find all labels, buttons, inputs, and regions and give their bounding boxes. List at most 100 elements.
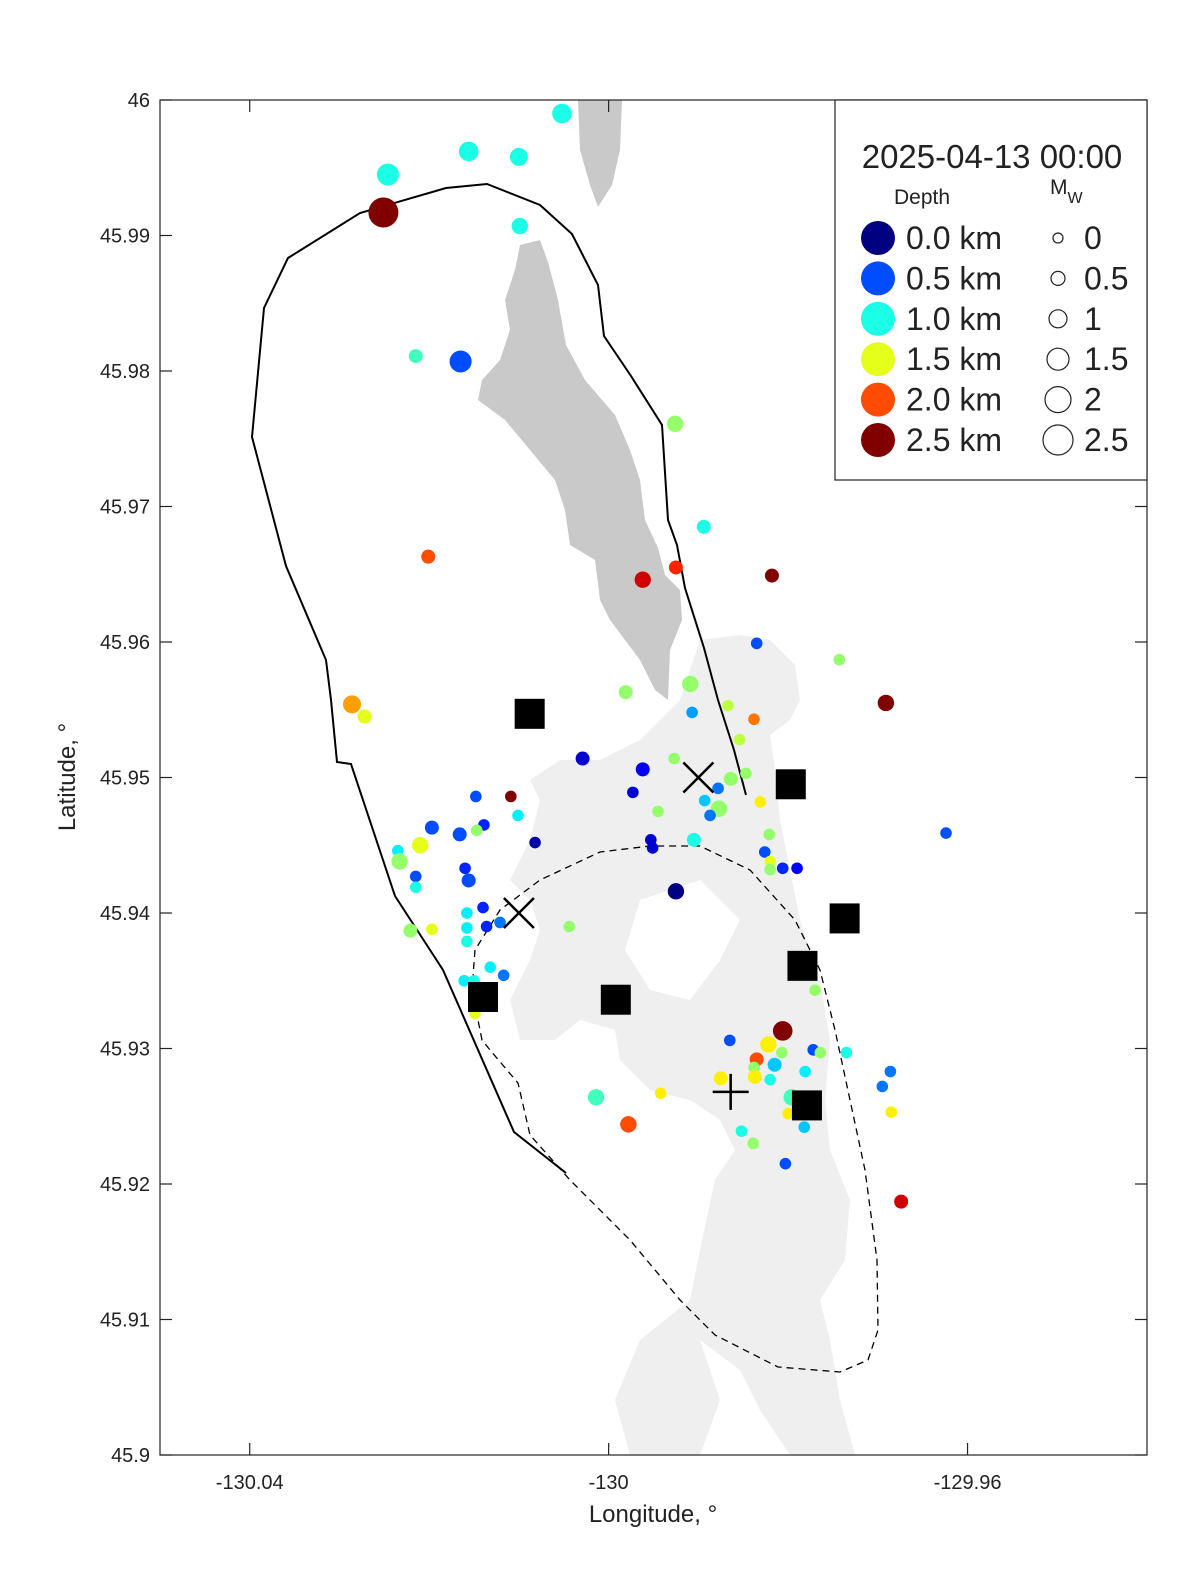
size-legend-title-sub: W — [1068, 190, 1084, 207]
earthquake — [461, 922, 473, 934]
earthquake — [511, 217, 529, 235]
earthquake — [776, 862, 789, 875]
earthquake — [772, 1021, 793, 1041]
earthquake — [799, 1065, 811, 1078]
earthquake — [552, 103, 572, 124]
earthquake — [620, 1116, 637, 1133]
size-legend-swatch — [1046, 347, 1070, 371]
earthquake — [652, 805, 664, 818]
depth-legend-swatch — [861, 423, 895, 457]
earthquake — [764, 863, 776, 876]
earthquake — [723, 1034, 736, 1047]
legend: 2025-04-13 00:00 Depth MW 0.0 km 0.5 km 1.… — [834, 99, 1148, 481]
earthquake — [750, 637, 763, 650]
earthquake — [529, 836, 541, 849]
earthquake — [512, 809, 524, 822]
earthquake — [470, 790, 482, 803]
earthquake — [668, 752, 680, 765]
earthquake — [686, 706, 698, 719]
depth-legend-label: 2.0 km — [906, 382, 1002, 418]
y-tick-label: 45.92 — [100, 1174, 150, 1196]
earthquake — [618, 685, 633, 700]
earthquake — [635, 762, 650, 777]
earthquake — [368, 197, 399, 228]
earthquake — [798, 1121, 811, 1133]
station — [600, 984, 631, 1015]
size-legend-label: 0.5 — [1084, 260, 1128, 296]
earthquake — [424, 820, 439, 835]
y-tick-label: 45.98 — [100, 361, 150, 383]
earthquake — [634, 571, 651, 588]
earthquake — [682, 675, 699, 693]
earthquake — [747, 1069, 762, 1084]
station — [829, 903, 860, 934]
size-legend-label: 1.5 — [1084, 341, 1128, 377]
size-legend-swatch — [1048, 309, 1068, 329]
earthquake — [884, 1065, 897, 1078]
earthquake — [748, 713, 760, 726]
earthquake — [704, 809, 716, 822]
earthquake — [760, 1036, 777, 1053]
earthquake — [391, 853, 408, 870]
depth-legend-title: Depth — [894, 186, 950, 209]
x-tick-label: -130 — [589, 1472, 629, 1494]
depth-legend-label: 0.0 km — [906, 220, 1002, 256]
size-legend-label: 2.5 — [1084, 422, 1128, 458]
size-legend-title-main: M — [1050, 176, 1068, 199]
depth-legend-label: 1.0 km — [906, 301, 1002, 337]
earthquake — [747, 1137, 759, 1150]
earthquake — [505, 790, 517, 803]
earthquake — [509, 147, 528, 166]
earthquake — [723, 771, 738, 786]
earthquake — [733, 733, 746, 746]
earthquake — [494, 916, 506, 929]
earthquake — [412, 837, 429, 854]
size-legend-title: MW — [1050, 176, 1084, 207]
earthquake — [497, 969, 510, 982]
earthquake — [876, 1080, 889, 1093]
y-tick-label: 45.91 — [100, 1310, 150, 1332]
station — [787, 950, 818, 981]
earthquake — [357, 709, 372, 724]
earthquake — [376, 163, 399, 186]
station — [775, 769, 806, 800]
earthquake — [452, 827, 467, 842]
depth-legend-label: 2.5 km — [906, 422, 1002, 458]
size-legend-label: 2 — [1084, 382, 1102, 418]
earthquake — [885, 1106, 898, 1118]
earthquake — [877, 694, 895, 712]
earthquake — [754, 796, 767, 808]
depth-legend-swatch — [861, 342, 895, 377]
earthquake — [763, 828, 776, 841]
earthquake — [409, 881, 422, 894]
lava-flow-outline — [471, 845, 879, 1373]
depth-legend-label: 1.5 km — [906, 341, 1002, 377]
earthquake — [459, 862, 471, 875]
earthquake — [461, 935, 473, 948]
earthquake — [449, 350, 472, 373]
earthquake — [735, 1125, 748, 1137]
earthquake — [477, 901, 489, 914]
earthquake — [814, 1046, 827, 1059]
earthquake — [764, 1073, 776, 1086]
earthquake — [458, 974, 470, 987]
x-tick-label: -129.96 — [934, 1472, 1002, 1494]
ridge-shade — [478, 100, 682, 700]
earthquake — [940, 827, 952, 839]
depth-legend-swatch — [861, 221, 895, 255]
y-tick-label: 45.99 — [100, 226, 150, 248]
size-legend-swatch — [1042, 424, 1074, 456]
earthquake — [668, 560, 683, 575]
earthquake — [343, 695, 362, 714]
earthquake — [403, 923, 418, 938]
station — [468, 982, 499, 1013]
earthquake — [758, 846, 771, 858]
map-layer — [250, 100, 952, 1455]
plus-marker — [712, 1073, 749, 1110]
earthquake — [470, 824, 483, 837]
size-legend-swatch — [1044, 386, 1072, 414]
earthquake — [782, 1107, 794, 1120]
x-tick-label: -130.04 — [216, 1472, 284, 1494]
station — [514, 698, 545, 729]
